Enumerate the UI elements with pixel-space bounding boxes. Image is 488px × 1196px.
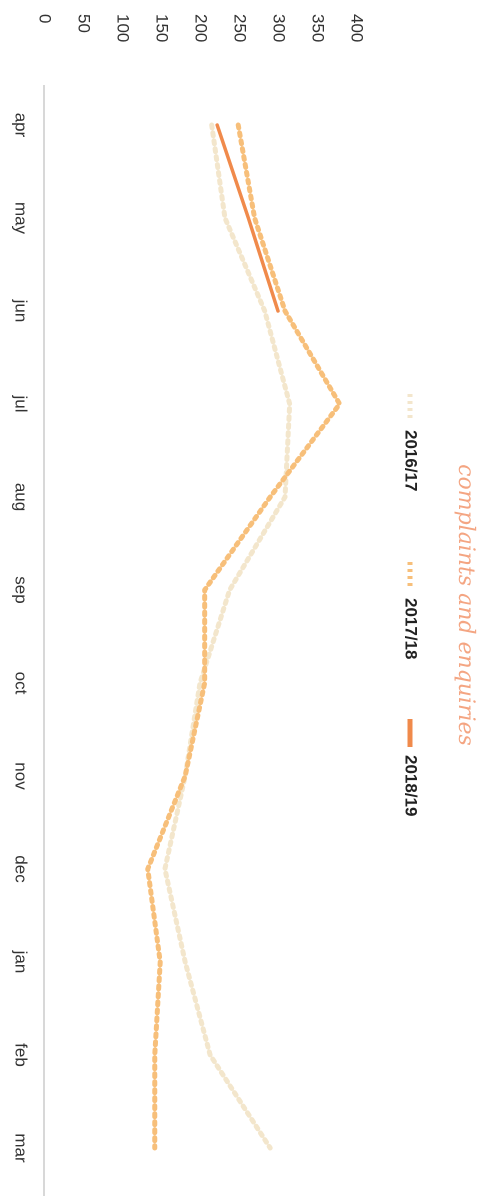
x-tick-label: jun xyxy=(12,299,31,323)
y-tick-label: 200 xyxy=(192,14,211,42)
x-tick-label: dec xyxy=(12,855,31,883)
y-tick-label: 100 xyxy=(114,14,133,42)
y-tick-label: 400 xyxy=(348,14,367,42)
x-tick-label: oct xyxy=(12,672,31,695)
x-tick-label: jul xyxy=(12,394,31,412)
legend-label: 2017/18 xyxy=(402,598,421,659)
x-tick-label: nov xyxy=(12,762,31,790)
y-tick-label: 150 xyxy=(153,14,172,42)
x-tick-label: feb xyxy=(12,1043,31,1067)
series-line xyxy=(162,122,293,1151)
chart-title: complaints and enquiries xyxy=(453,464,478,746)
x-tick-label: apr xyxy=(12,113,31,138)
y-tick-label: 250 xyxy=(231,14,250,42)
y-tick-label: 350 xyxy=(309,14,328,42)
x-tick-label: aug xyxy=(12,483,31,511)
legend-label: 2016/17 xyxy=(402,430,421,491)
x-tick-label: may xyxy=(12,202,31,235)
x-tick-label: jan xyxy=(12,950,31,974)
y-tick-label: 300 xyxy=(270,14,289,42)
y-tick-label: 0 xyxy=(36,14,55,23)
x-tick-label: sep xyxy=(12,576,31,603)
legend-label: 2018/19 xyxy=(402,755,421,816)
x-tick-label: mar xyxy=(12,1133,31,1163)
y-tick-label: 50 xyxy=(75,14,94,33)
series-line xyxy=(145,122,343,1151)
series-line xyxy=(215,123,280,313)
